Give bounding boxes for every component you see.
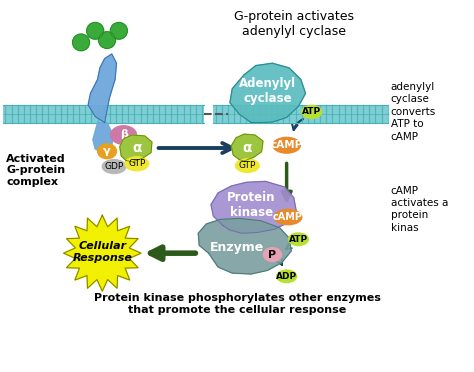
Bar [3,105,204,114]
Polygon shape [198,218,292,274]
Ellipse shape [98,144,117,159]
Text: ATP: ATP [302,108,321,116]
Text: ATP: ATP [289,235,308,244]
Bar [213,114,388,123]
Circle shape [73,34,90,51]
Text: Protein kinase phosphorylates other enzymes
that promote the cellular response: Protein kinase phosphorylates other enzy… [93,294,381,315]
Polygon shape [230,63,306,122]
Text: P: P [268,250,276,260]
Ellipse shape [264,248,282,262]
Text: α: α [132,141,142,155]
Text: β: β [119,129,128,139]
Ellipse shape [277,270,297,283]
Text: Adenylyl
cyclase: Adenylyl cyclase [239,77,296,105]
Text: cAMP
activates a
protein
kinas: cAMP activates a protein kinas [391,186,448,233]
Text: α: α [243,141,252,154]
Ellipse shape [289,233,309,246]
Text: Protein
kinase: Protein kinase [227,192,275,219]
Text: Enzyme: Enzyme [210,241,264,254]
Ellipse shape [274,209,302,225]
Text: γ: γ [103,146,111,156]
Polygon shape [93,122,113,154]
Ellipse shape [236,159,259,172]
Text: adenylyl
cyclase
converts
ATP to
cAMP: adenylyl cyclase converts ATP to cAMP [391,82,436,142]
Ellipse shape [125,157,149,171]
Ellipse shape [102,160,126,173]
Text: Cellular
Response: Cellular Response [73,241,132,263]
Circle shape [110,22,128,39]
Ellipse shape [302,105,321,118]
Polygon shape [231,134,263,161]
Circle shape [99,32,116,48]
Polygon shape [88,54,117,122]
Text: GTP: GTP [128,159,146,168]
Polygon shape [211,182,296,233]
Ellipse shape [273,137,301,153]
Text: GTP: GTP [239,161,256,170]
Polygon shape [120,135,152,162]
Bar [213,105,388,114]
Text: cAMP: cAMP [271,140,303,150]
Text: ADP: ADP [276,272,297,281]
Ellipse shape [110,126,137,144]
Text: G-protein activates
adenylyl cyclase: G-protein activates adenylyl cyclase [234,10,354,38]
Text: Activated
G-protein
complex: Activated G-protein complex [6,154,66,187]
Text: GDP: GDP [104,162,124,171]
Polygon shape [64,215,141,291]
Bar [3,114,204,123]
Circle shape [87,22,104,39]
Text: cAMP: cAMP [273,212,303,222]
